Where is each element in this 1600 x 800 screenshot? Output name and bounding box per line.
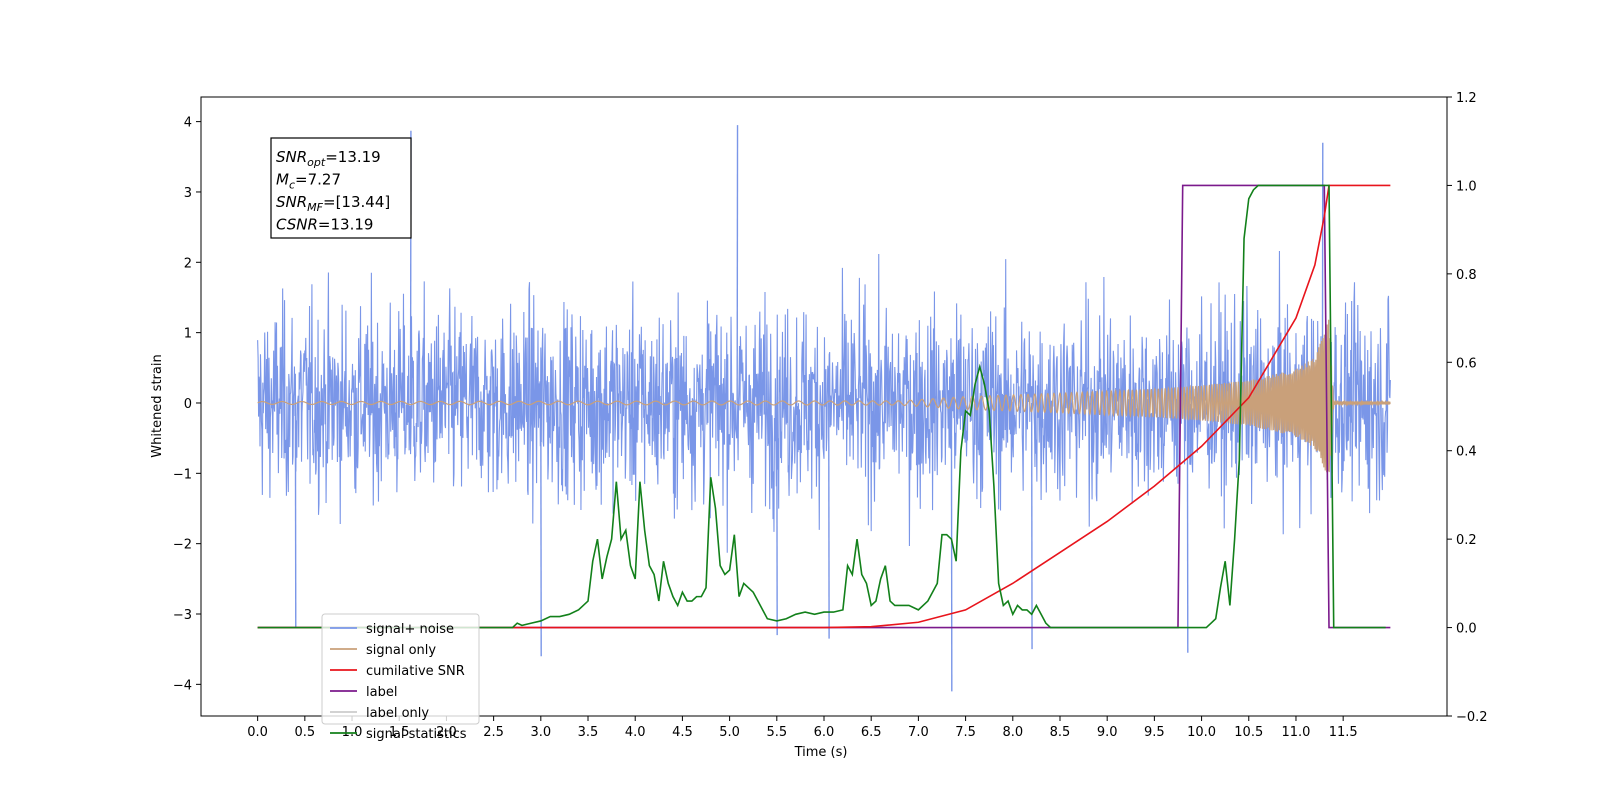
x-tick-label: 0.0: [247, 725, 268, 740]
x-tick-label: 7.0: [908, 725, 929, 740]
legend-label: cumilative SNR: [366, 664, 465, 679]
x-tick-label: 0.5: [294, 725, 315, 740]
x-tick-label: 8.0: [1002, 725, 1023, 740]
x-axis: 0.0 0.5 1.0 1.5 2.0 2.5 3.0 3.5 4.0 4.5 5.0 5.5 6.0 6…: [247, 716, 1358, 740]
series-signal-noise: [257, 251, 1391, 553]
stats-line: CSNR=13.19: [276, 216, 373, 234]
y-axis-left: 4 3 2 1 0 −1 −2 −3 −4: [173, 116, 201, 693]
x-tick-label: 3.5: [578, 725, 599, 740]
y-tick-label: −3: [173, 608, 192, 623]
y-tick-label: 1: [184, 327, 192, 342]
y-axis-right: 1.2 1.0 0.8 0.6 0.4 0.2 0.0 −0.2: [1447, 91, 1488, 725]
x-tick-label: 7.5: [955, 725, 976, 740]
x-tick-label: 3.0: [530, 725, 551, 740]
y-right-tick-label: 0.0: [1456, 622, 1477, 637]
x-tick-label: 1.5: [389, 725, 410, 740]
x-tick-label: 4.5: [672, 725, 693, 740]
plot-area: [257, 125, 1391, 692]
x-tick-label: 11.5: [1329, 725, 1358, 740]
y-tick-label: 4: [184, 116, 192, 131]
series-signal-statistics: [257, 184, 1386, 629]
legend-label: label: [366, 685, 397, 700]
legend-label: signal+ noise: [366, 622, 454, 637]
y-tick-label: −1: [173, 467, 192, 482]
series-cumulative-snr: [257, 184, 1391, 629]
y-tick-label: 0: [184, 397, 192, 412]
x-tick-label: 2.0: [436, 725, 457, 740]
y-right-tick-label: 1.2: [1456, 91, 1477, 106]
y-tick-label: −4: [173, 678, 192, 693]
x-tick-label: 9.5: [1144, 725, 1165, 740]
y-right-tick-label: 1.0: [1456, 179, 1477, 194]
x-tick-label: 5.5: [766, 725, 787, 740]
legend-label: signal only: [366, 643, 436, 658]
x-tick-label: 8.5: [1050, 725, 1071, 740]
stats-line: SNRopt=13.19: [276, 148, 381, 169]
y-tick-label: 2: [184, 256, 192, 271]
y-axis-label-left: Whitened strain: [150, 354, 165, 457]
stats-line: Mc=7.27: [276, 171, 341, 192]
y-right-tick-label: −0.2: [1456, 710, 1488, 725]
x-tick-label: 11.0: [1281, 725, 1310, 740]
x-tick-label: 5.0: [719, 725, 740, 740]
x-tick-label: 4.0: [625, 725, 646, 740]
x-tick-label: 9.0: [1097, 725, 1118, 740]
x-tick-label: 6.0: [814, 725, 835, 740]
y-right-tick-label: 0.2: [1456, 533, 1477, 548]
y-tick-label: 3: [184, 186, 192, 201]
y-right-tick-label: 0.8: [1456, 268, 1477, 283]
y-right-tick-label: 0.4: [1456, 445, 1477, 460]
legend: signal+ noise signal only cumilative SNR la…: [321, 613, 480, 742]
series-signal-only: [257, 319, 1391, 473]
x-tick-label: 6.5: [861, 725, 882, 740]
stats-line: SNRMF=[13.44]: [276, 193, 390, 214]
legend-label: label only: [366, 706, 429, 721]
y-tick-label: −2: [173, 538, 192, 553]
x-tick-label: 10.0: [1187, 725, 1216, 740]
legend-label: signal statistics: [366, 727, 467, 742]
y-right-tick-label: 0.6: [1456, 356, 1477, 371]
x-tick-label: 10.5: [1234, 725, 1263, 740]
x-axis-label: Time (s): [794, 745, 848, 760]
x-tick-label: 2.5: [483, 725, 504, 740]
